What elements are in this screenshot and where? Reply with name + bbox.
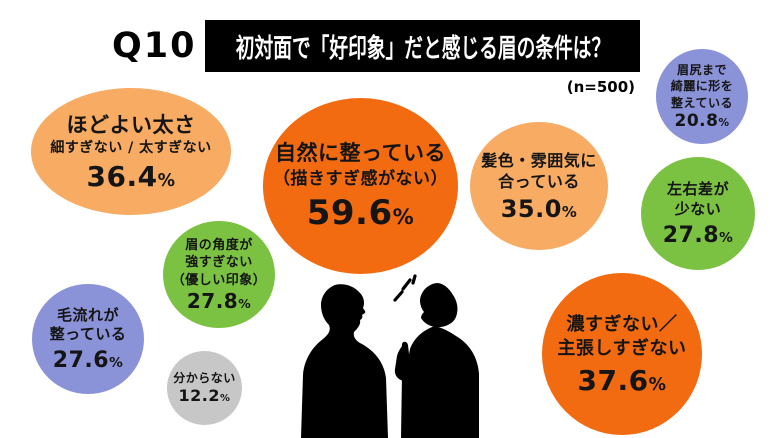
surprise-marks-icon (393, 274, 417, 302)
bubble-sublabel: （優しい印象） (171, 272, 267, 288)
question-number: Q10 (112, 26, 197, 66)
bubble-sublabel: 細すぎない / 太すぎない (50, 140, 212, 157)
bubble-naturally-groomed: 自然に整っている （描きすぎ感がない） 59.6% (263, 98, 458, 274)
bubble-label: 整えている (671, 95, 733, 110)
bubble-percentage: 12.2% (178, 386, 231, 406)
bubble-label: 強すぎない (185, 255, 253, 271)
bubble-label: 自然に整っている (275, 141, 446, 166)
page-title: 初対面で「好印象」だと感じる眉の条件は？ (235, 33, 610, 64)
bubble-label: 濃すぎない／ (566, 314, 678, 336)
bubble-label: 髪色・雰囲気に (481, 151, 597, 171)
bubble-percentage: 27.8% (186, 289, 252, 314)
title-banner: 初対面で「好印象」だと感じる眉の条件は？ (205, 20, 640, 72)
bubble-label: 毛流れが (56, 305, 119, 324)
right-person-pointing-hand (394, 341, 417, 382)
bubble-percentage: 20.8% (674, 110, 730, 131)
bubble-dont-know: 分からない 12.2% (167, 351, 242, 425)
bubble-neat-hair-flow: 毛流れが 整っている 27.6% (32, 284, 144, 394)
bubble-symmetrical: 左右差が 少ない 27.8% (641, 157, 755, 270)
bubble-percentage: 35.0% (500, 194, 578, 223)
bubble-shaped-to-brow-tail: 眉尻まで 綺麗に形を 整えている 20.8% (656, 49, 748, 144)
bubble-sublabel: （描きすぎ感がない） (273, 168, 448, 189)
bubble-percentage: 27.8% (662, 222, 734, 248)
left-person-silhouette (301, 284, 388, 438)
bubble-percentage: 36.4% (86, 159, 176, 193)
bubble-label: 整っている (49, 325, 127, 344)
bubble-percentage: 59.6% (306, 193, 415, 234)
right-person-head (420, 283, 458, 328)
bubble-label: 眉尻まで (676, 63, 727, 78)
bubble-percentage: 27.6% (52, 348, 124, 374)
bubble-label: 分からない (173, 371, 236, 386)
bubble-label: 綺麗に形を (670, 79, 734, 94)
bubble-label: 眉の角度が (185, 237, 253, 253)
bubble-label: 主張しすぎない (557, 337, 687, 359)
bubble-label: 合っている (498, 172, 580, 192)
right-person-torso (401, 326, 479, 438)
bubble-matches-hair-color: 髪色・雰囲気に 合っている 35.0% (470, 122, 608, 250)
right-person-forearm (408, 366, 438, 392)
bubble-not-too-dark: 濃すぎない／ 主張しすぎない 37.6% (542, 273, 702, 435)
bubble-percentage: 37.6% (577, 363, 667, 397)
talking-people-silhouette (301, 274, 479, 438)
bubble-gentle-angle: 眉の角度が 強すぎない （優しい印象） 27.8% (163, 221, 275, 328)
bubble-label: ほどよい太さ (66, 112, 196, 137)
bubble-label: 少ない (674, 199, 722, 218)
bubble-moderate-thickness: ほどよい太さ 細すぎない / 太すぎない 36.4% (31, 88, 231, 215)
sample-size: (n=500) (566, 78, 635, 96)
bubble-label: 左右差が (666, 180, 729, 199)
